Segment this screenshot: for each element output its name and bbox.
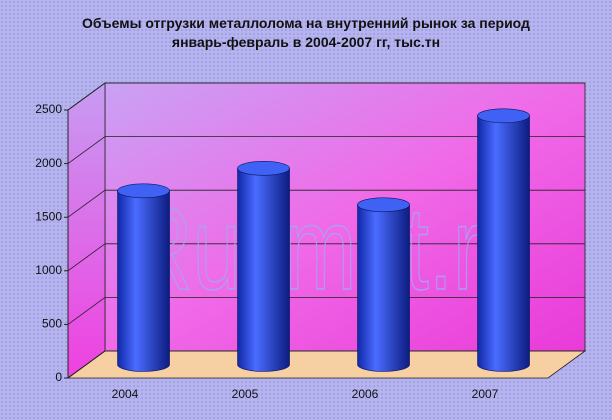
y-tick-label: 1500: [35, 209, 62, 223]
bar: [117, 190, 170, 372]
y-tick-label: 2000: [35, 156, 62, 170]
x-tick-label: 2006: [352, 387, 379, 401]
x-tick-label: 2004: [112, 387, 139, 401]
watermark: Rusmet.ru: [130, 183, 530, 315]
bar: [237, 168, 290, 372]
side-wall: [67, 82, 106, 379]
chart-title: Объемы отгрузки металлолома на внутренни…: [82, 15, 530, 50]
grid-line: [67, 136, 106, 164]
grid-line: [67, 297, 106, 325]
bar-top: [477, 108, 530, 124]
bar-top: [237, 161, 290, 176]
bar: [357, 204, 410, 372]
y-tick-label: 2500: [35, 102, 62, 116]
grid-line: [67, 82, 106, 111]
x-tick-label: 2007: [472, 387, 499, 401]
bar-top: [357, 197, 410, 213]
grid-line: [67, 243, 106, 272]
bar-top: [117, 183, 170, 199]
y-tick-label: 0: [55, 370, 62, 384]
bar: [477, 115, 530, 372]
grid-line: [67, 350, 106, 379]
y-tick-label: 500: [42, 317, 62, 331]
y-tick-label: 1000: [35, 263, 62, 277]
grid-line: [67, 189, 106, 218]
x-tick-label: 2005: [232, 387, 259, 401]
